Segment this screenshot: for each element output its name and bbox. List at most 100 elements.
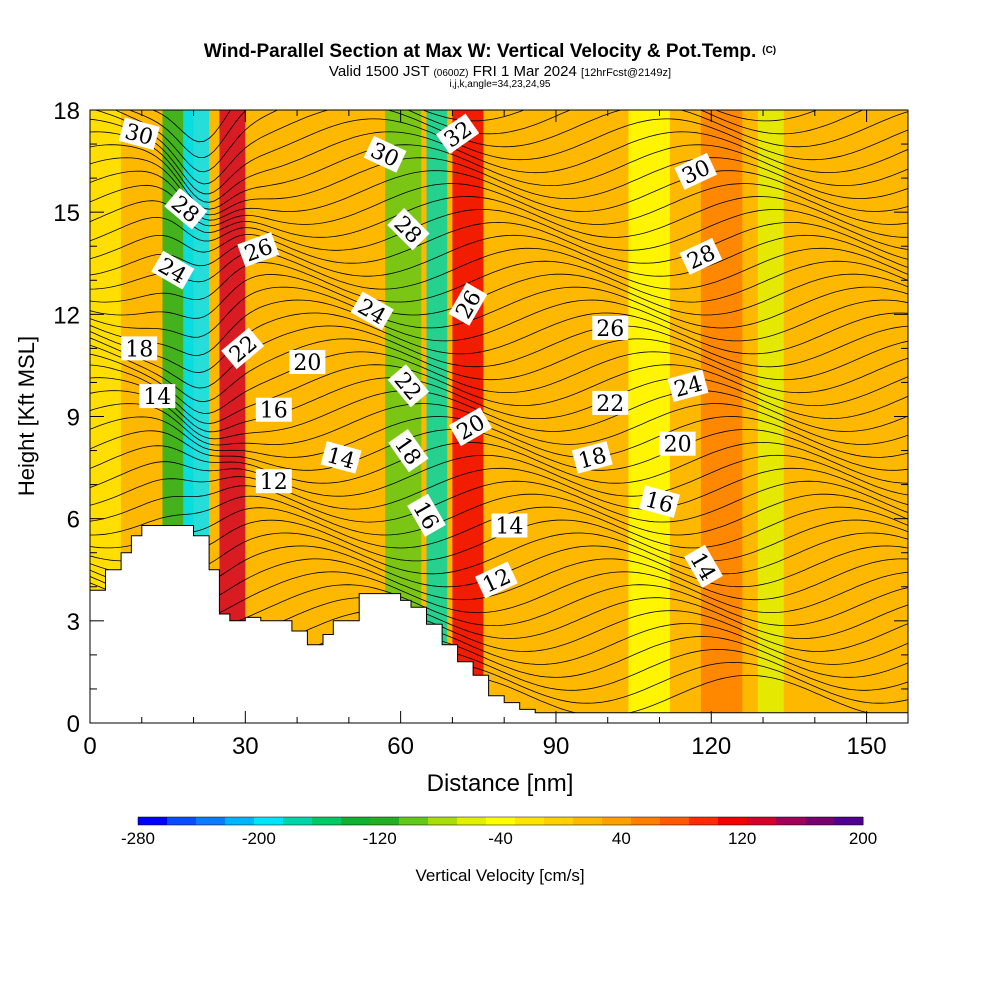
isentrope-line — [90, 364, 908, 424]
isentrope-line — [90, 260, 908, 303]
isentrope-line — [90, 234, 908, 277]
x-tick-label: 0 — [83, 733, 96, 760]
isentrope-line — [90, 390, 908, 440]
contour-label-text: 14 — [143, 385, 171, 410]
isentrope-line — [90, 273, 908, 319]
colorbar-swatch — [370, 817, 400, 825]
colorbar-swatch — [428, 817, 458, 825]
isentrope-line — [90, 480, 908, 523]
contour-label-text: 22 — [596, 392, 624, 417]
contour-label: 14 — [684, 544, 723, 588]
x-tick-label: 60 — [387, 733, 414, 760]
colorbar-swatch — [254, 817, 284, 825]
y-axis-label: Height [Kft MSL] — [14, 336, 39, 496]
isentrope-line — [90, 131, 908, 203]
isentrope-line — [90, 170, 908, 221]
contour-label-text: 16 — [260, 399, 288, 424]
colorbar-swatch — [196, 817, 226, 825]
isentrope-line — [90, 221, 908, 264]
isentrope-line — [90, 118, 908, 195]
y-tick-label: 0 — [67, 711, 80, 738]
colorbar-swatch — [776, 817, 806, 825]
isentrope-line — [90, 467, 908, 510]
isentrope-line — [90, 558, 908, 605]
colorbar-swatch — [312, 817, 342, 825]
isentrope-line — [90, 196, 908, 238]
isentrope-line — [90, 247, 908, 290]
y-tick-label: 6 — [67, 507, 80, 534]
y-tick-label: 12 — [53, 302, 80, 329]
isentrope-line — [90, 351, 908, 414]
colorbar-swatch — [515, 817, 545, 825]
colorbar-label: Vertical Velocity [cm/s] — [415, 866, 584, 885]
colorbar-tick-label: -200 — [242, 829, 276, 848]
chart-subtitle: Valid 1500 JST (0600Z) FRI 1 Mar 2024 [1… — [329, 63, 671, 80]
terrain-profile — [90, 525, 908, 723]
isentrope-line — [128, 110, 818, 159]
colorbar-tick-label: 40 — [612, 829, 631, 848]
x-axis-label: Distance [nm] — [427, 770, 574, 797]
colorbar-tick-label: 120 — [728, 829, 756, 848]
isentrope-line — [90, 428, 908, 471]
contour-label: 16 — [255, 397, 292, 424]
isentrope-line — [90, 403, 908, 446]
contour-label: 12 — [255, 469, 292, 495]
colorbar-swatch — [660, 817, 690, 825]
isentrope-line — [93, 110, 908, 185]
colorbar-tick-label: -120 — [363, 829, 397, 848]
isentrope-line — [90, 286, 908, 338]
contour-label: 16 — [639, 485, 680, 519]
colorbar-swatch — [399, 817, 429, 825]
isentrope-line — [90, 532, 908, 575]
contour-label: 14 — [139, 384, 176, 410]
colorbar-swatch — [167, 817, 197, 825]
colorbar-swatch — [834, 817, 864, 825]
colorbar-swatch — [341, 817, 371, 825]
colorbar-tick-label: -280 — [121, 829, 155, 848]
contour-label: 20 — [659, 431, 696, 458]
isentrope-line — [90, 441, 908, 484]
isentrope-line — [90, 454, 908, 497]
contour-label: 18 — [121, 336, 158, 362]
contour-label-text: 18 — [125, 337, 153, 362]
colorbar-swatch — [602, 817, 632, 825]
isentrope-line — [90, 325, 908, 389]
isentrope-line — [90, 157, 908, 216]
x-tick-label: 30 — [232, 733, 259, 760]
isentrope-line — [90, 208, 908, 251]
colorbar-frame — [137, 816, 864, 826]
isentrope-line — [90, 493, 908, 536]
isentrope-line — [90, 299, 908, 356]
isentrope-line — [90, 183, 908, 227]
colorbar-tick-label: -40 — [488, 829, 513, 848]
contour-label-text: 26 — [596, 317, 624, 342]
isentrope-line — [90, 338, 908, 403]
y-tick-label: 15 — [53, 200, 80, 227]
isentrope-line — [90, 144, 908, 210]
chart-subtitle-indices: i,j,k,angle=34,23,24,95 — [450, 79, 551, 90]
colorbar-swatch — [718, 817, 748, 825]
axes: 0 30 60 90 120 150 0 3 6 9 12 15 18 — [53, 98, 908, 760]
contour-label: 26 — [592, 316, 629, 342]
colorbar-tick-label: 200 — [849, 829, 877, 848]
colorbar-swatch — [689, 817, 719, 825]
colorbar-swatch — [225, 817, 255, 825]
colorbar-swatch — [457, 817, 487, 825]
contour-label-text: 20 — [664, 433, 692, 458]
x-tick-label: 120 — [691, 733, 731, 760]
contour-label-text: 12 — [260, 470, 288, 495]
isentrope-line — [90, 416, 908, 458]
contour-label: 20 — [289, 350, 326, 376]
colorbar: -280 -200 -120 -40 40 120 200 — [121, 816, 877, 848]
contour-label: 14 — [491, 513, 528, 540]
x-tick-label: 150 — [847, 733, 887, 760]
x-tick-label: 90 — [543, 733, 570, 760]
velocity-band — [628, 110, 670, 723]
colorbar-swatch — [544, 817, 574, 825]
contour-label-text: 14 — [495, 515, 523, 540]
colorbar-swatch — [283, 817, 313, 825]
y-tick-label: 9 — [67, 405, 80, 432]
